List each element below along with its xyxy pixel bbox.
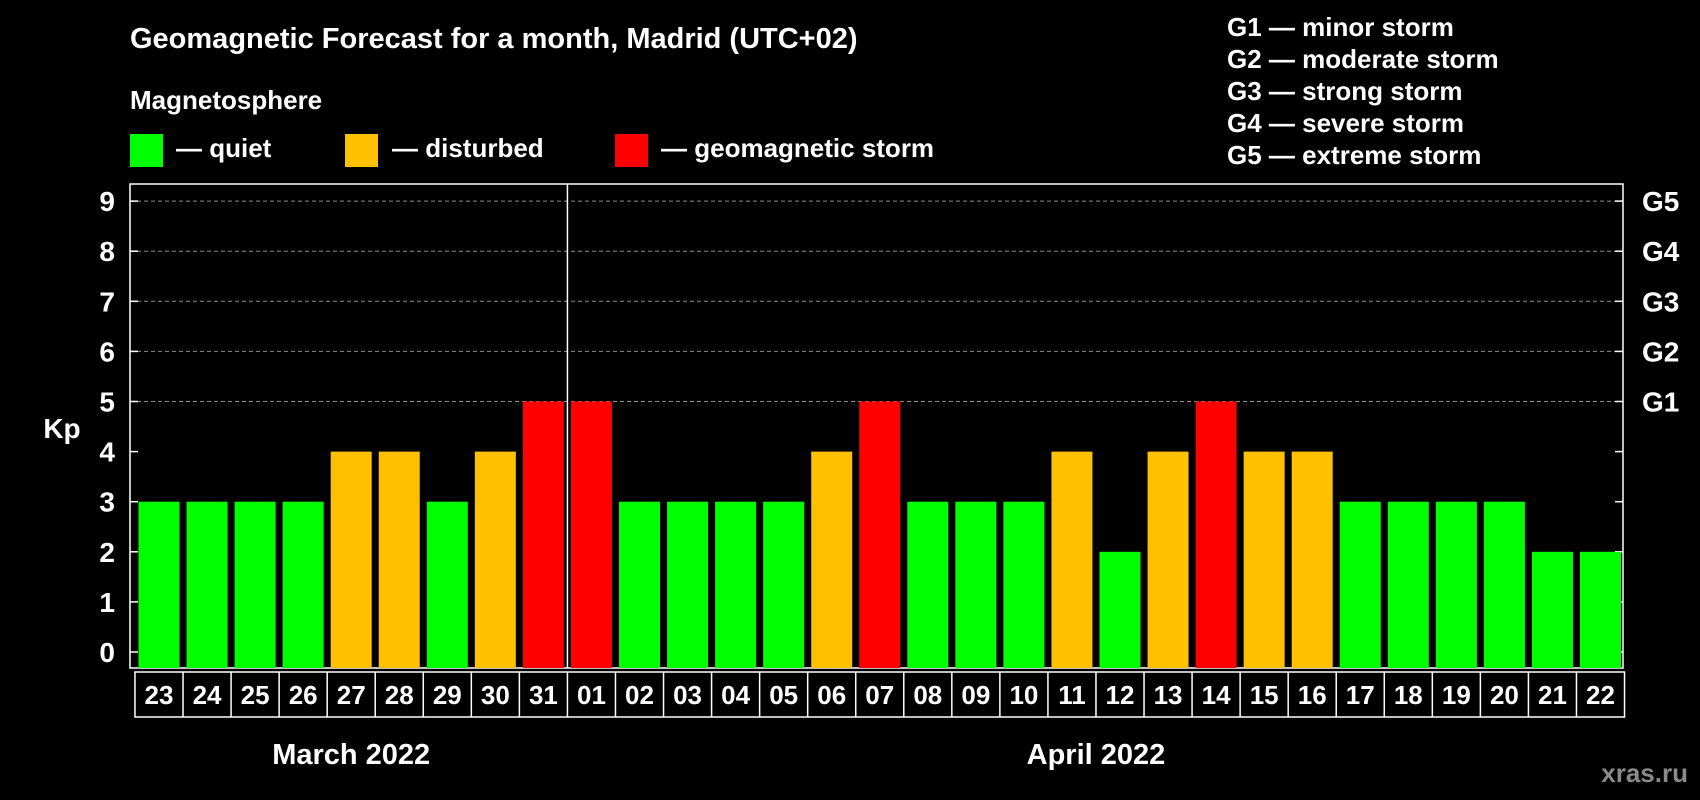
legend-label-quiet: — quiet <box>176 133 272 163</box>
x-tick-label: 28 <box>385 680 414 710</box>
bar <box>1291 451 1333 668</box>
x-tick-label: 10 <box>1009 680 1038 710</box>
bar <box>330 451 372 668</box>
legend-swatch-storm <box>615 134 648 167</box>
watermark: xras.ru <box>1601 758 1688 788</box>
bar <box>1003 501 1045 668</box>
bar <box>426 501 468 668</box>
x-tick-label: 11 <box>1058 680 1086 710</box>
storm-scale-g5: G5 — extreme storm <box>1227 140 1481 170</box>
bar <box>1580 551 1621 668</box>
bar <box>138 501 180 668</box>
x-tick-label: 20 <box>1490 680 1519 710</box>
storm-scale-g4: G4 — severe storm <box>1227 108 1464 138</box>
x-tick-label: 04 <box>721 680 750 710</box>
x-tick-label: 16 <box>1298 680 1327 710</box>
g-scale-label: G2 <box>1642 336 1679 367</box>
bar <box>859 401 901 668</box>
y-tick-label: 1 <box>99 587 115 618</box>
x-tick-label: 22 <box>1586 680 1615 710</box>
x-tick-label: 25 <box>241 680 270 710</box>
y-axis-label: Kp <box>43 413 80 444</box>
bar <box>378 451 420 668</box>
x-tick-label: 02 <box>625 680 654 710</box>
g-scale-label: G1 <box>1642 387 1679 418</box>
y-tick-label: 6 <box>99 336 115 367</box>
legend-swatch-quiet <box>130 134 163 167</box>
x-tick-label: 29 <box>433 680 462 710</box>
x-tick-label: 19 <box>1442 680 1471 710</box>
bar <box>1339 501 1381 668</box>
x-tick-label: 15 <box>1250 680 1279 710</box>
y-tick-label: 4 <box>99 437 115 468</box>
bar <box>1147 451 1189 668</box>
bar <box>715 501 757 668</box>
x-tick-label: 03 <box>673 680 702 710</box>
x-tick-label: 08 <box>913 680 942 710</box>
x-tick-label: 21 <box>1538 680 1567 710</box>
chart-title: Geomagnetic Forecast for a month, Madrid… <box>130 23 858 55</box>
bar <box>474 451 516 668</box>
bar <box>619 501 660 668</box>
bar <box>955 501 997 668</box>
bar <box>763 501 805 668</box>
storm-scale-g1: G1 — minor storm <box>1227 12 1454 42</box>
x-tick-label: 23 <box>145 680 174 710</box>
bar <box>1483 501 1525 668</box>
x-tick-label: 26 <box>289 680 318 710</box>
g-scale-label: G5 <box>1642 186 1679 217</box>
legend-heading: Magnetosphere <box>130 85 322 115</box>
bar <box>811 451 853 668</box>
x-tick-label: 07 <box>865 680 894 710</box>
bar <box>907 501 949 668</box>
x-tick-label: 09 <box>961 680 990 710</box>
bar <box>1051 451 1093 668</box>
x-tick-label: 30 <box>481 680 510 710</box>
bar <box>1099 551 1141 668</box>
legend-swatch-disturbed <box>345 134 378 167</box>
y-tick-label: 3 <box>99 487 115 518</box>
bar <box>1243 451 1285 668</box>
bar <box>522 401 564 668</box>
bar <box>186 501 228 668</box>
storm-scale-g2: G2 — moderate storm <box>1227 44 1499 74</box>
bar <box>1195 401 1237 668</box>
x-tick-label: 27 <box>337 680 366 710</box>
bar <box>570 401 612 668</box>
g-scale-label: G3 <box>1642 286 1679 317</box>
y-tick-label: 5 <box>99 387 115 418</box>
x-tick-label: 06 <box>817 680 846 710</box>
x-tick-label: 01 <box>577 680 606 710</box>
x-tick-label: 31 <box>529 680 558 710</box>
legend-label-disturbed: — disturbed <box>392 133 544 163</box>
y-tick-label: 2 <box>99 537 115 568</box>
storm-scale-g3: G3 — strong storm <box>1227 76 1462 106</box>
y-tick-label: 8 <box>99 236 115 267</box>
y-tick-label: 9 <box>99 186 115 217</box>
x-tick-label: 18 <box>1394 680 1423 710</box>
bar <box>667 501 709 668</box>
bar <box>234 501 276 668</box>
month-label: April 2022 <box>1027 739 1166 771</box>
y-tick-label: 0 <box>99 637 115 668</box>
bar <box>1435 501 1477 668</box>
g-scale-label: G4 <box>1642 236 1680 267</box>
x-tick-label: 13 <box>1154 680 1183 710</box>
bar <box>282 501 324 668</box>
bar <box>1531 551 1573 668</box>
x-tick-label: 05 <box>769 680 798 710</box>
x-tick-label: 17 <box>1346 680 1375 710</box>
day-label-row <box>134 671 1626 718</box>
legend-label-storm: — geomagnetic storm <box>661 133 934 163</box>
x-tick-label: 12 <box>1106 680 1135 710</box>
bar <box>1387 501 1429 668</box>
y-tick-label: 7 <box>99 286 115 317</box>
x-tick-label: 24 <box>193 680 222 710</box>
x-tick-label: 14 <box>1202 680 1231 710</box>
month-label: March 2022 <box>272 739 430 771</box>
